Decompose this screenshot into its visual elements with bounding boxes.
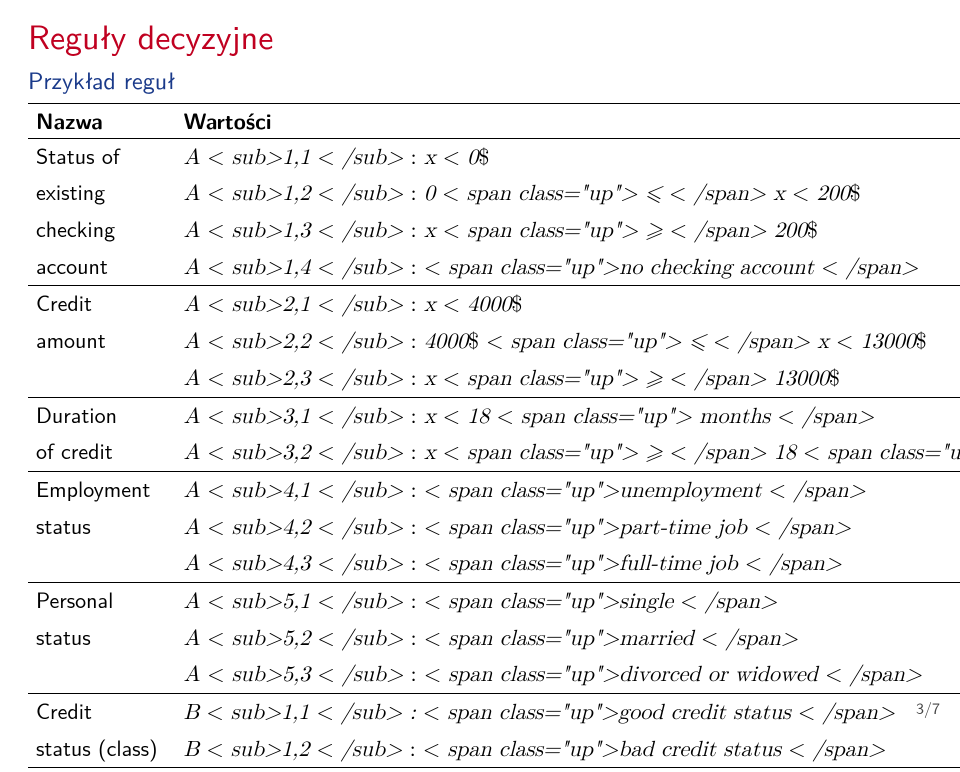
slide-subtitle: Przykład reguł — [28, 62, 932, 97]
attr-name-cell — [28, 656, 176, 693]
table-row: A < sub>5,3 < /sub> : < span class="up">… — [28, 656, 960, 693]
table-row: PersonalA < sub>5,1 < /sub> : < span cla… — [28, 582, 960, 619]
attr-name-cell: status — [28, 509, 176, 546]
table-row: CreditA < sub>2,1 < /sub> : x < 4000$ — [28, 286, 960, 323]
attr-value-cell: A < sub>5,2 < /sub> : < span class="up">… — [176, 620, 960, 657]
table-row: DurationA < sub>3,1 < /sub> : x < 18 < s… — [28, 397, 960, 434]
page-number: 3/7 — [916, 696, 940, 719]
attr-name-cell: Duration — [28, 397, 176, 434]
attr-name-cell: account — [28, 249, 176, 286]
attr-value-cell: B < sub>1,1 < /sub> : < span class="up">… — [176, 694, 960, 731]
attr-value-cell: A < sub>5,1 < /sub> : < span class="up">… — [176, 582, 960, 619]
attr-name-cell: status (class) — [28, 731, 176, 768]
attr-value-cell: A < sub>3,2 < /sub> : x < span class="up… — [176, 434, 960, 471]
table-row: accountA < sub>1,4 < /sub> : < span clas… — [28, 249, 960, 286]
table-row: amountA < sub>2,2 < /sub> : 4000$ < span… — [28, 323, 960, 360]
left-column: NazwaWartościStatus ofA < sub>1,1 < /sub… — [28, 103, 960, 772]
attr-value-cell: A < sub>1,4 < /sub> : < span class="up">… — [176, 249, 960, 286]
attr-name-cell: checking — [28, 212, 176, 249]
attr-value-cell: A < sub>4,2 < /sub> : < span class="up">… — [176, 509, 960, 546]
table-row: A < sub>4,3 < /sub> : < span class="up">… — [28, 545, 960, 582]
attr-value-cell: A < sub>3,1 < /sub> : x < 18 < span clas… — [176, 397, 960, 434]
attr-name-cell: of credit — [28, 434, 176, 471]
attr-name-cell: existing — [28, 175, 176, 212]
table-row: CreditB < sub>1,1 < /sub> : < span class… — [28, 694, 960, 731]
attr-name-cell: Status of — [28, 138, 176, 175]
slide-title: Reguły decyzyjne — [28, 10, 932, 60]
attr-name-cell: Employment — [28, 471, 176, 508]
attr-value-cell: A < sub>1,3 < /sub> : x < span class="up… — [176, 212, 960, 249]
table-row: checkingA < sub>1,3 < /sub> : x < span c… — [28, 212, 960, 249]
attr-name-cell: amount — [28, 323, 176, 360]
slide: Reguły decyzyjne Przykład reguł NazwaWar… — [0, 0, 960, 731]
attr-name-cell: status — [28, 620, 176, 657]
attributes-table: NazwaWartościStatus ofA < sub>1,1 < /sub… — [28, 103, 960, 772]
attr-value-cell: A < sub>4,3 < /sub> : < span class="up">… — [176, 545, 960, 582]
attr-name-cell: Personal — [28, 582, 176, 619]
table-row: existingA < sub>1,2 < /sub> : 0 < span c… — [28, 175, 960, 212]
attr-value-cell: A < sub>2,3 < /sub> : x < span class="up… — [176, 360, 960, 397]
table-row: statusA < sub>4,2 < /sub> : < span class… — [28, 509, 960, 546]
attr-value-cell: A < sub>2,2 < /sub> : 4000$ < span class… — [176, 323, 960, 360]
table-row: of creditA < sub>3,2 < /sub> : x < span … — [28, 434, 960, 471]
attr-value-cell: A < sub>2,1 < /sub> : x < 4000$ — [176, 286, 960, 323]
table-header-name: Nazwa — [28, 104, 176, 139]
table-row: A < sub>2,3 < /sub> : x < span class="up… — [28, 360, 960, 397]
attr-value-cell: A < sub>5,3 < /sub> : < span class="up">… — [176, 656, 960, 693]
table-header-values: Wartości — [176, 104, 960, 139]
table-row: Status ofA < sub>1,1 < /sub> : x < 0$ — [28, 138, 960, 175]
table-row: status (class)B < sub>1,2 < /sub> : < sp… — [28, 731, 960, 768]
attr-value-cell: A < sub>4,1 < /sub> : < span class="up">… — [176, 471, 960, 508]
attr-name-cell — [28, 360, 176, 397]
attr-value-cell: A < sub>1,2 < /sub> : 0 < span class="up… — [176, 175, 960, 212]
attr-name-cell — [28, 545, 176, 582]
attr-name-cell: Credit — [28, 286, 176, 323]
columns: NazwaWartościStatus ofA < sub>1,1 < /sub… — [28, 103, 932, 772]
attr-name-cell: Credit — [28, 694, 176, 731]
attr-value-cell: A < sub>1,1 < /sub> : x < 0$ — [176, 138, 960, 175]
attr-value-cell: B < sub>1,2 < /sub> : < span class="up">… — [176, 731, 960, 768]
table-row: statusA < sub>5,2 < /sub> : < span class… — [28, 620, 960, 657]
table-row: EmploymentA < sub>4,1 < /sub> : < span c… — [28, 471, 960, 508]
